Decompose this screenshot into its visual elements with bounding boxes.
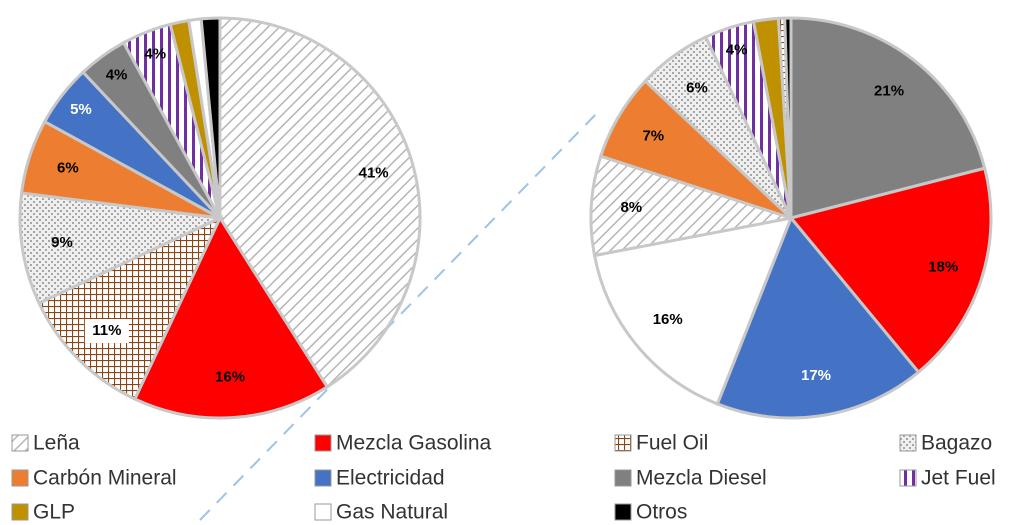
- legend-swatch: [314, 434, 332, 452]
- pie-slice: [199, 16, 222, 219]
- legend-swatch: [614, 434, 632, 452]
- pie-slice: [592, 216, 794, 406]
- data-label: 11%: [92, 322, 121, 339]
- legend-swatch: [11, 434, 29, 452]
- legend-swatch: [314, 469, 332, 487]
- data-label: 4%: [726, 42, 748, 59]
- legend-label: Bagazo: [921, 432, 992, 455]
- legend-swatch: [899, 469, 917, 487]
- legend-label: Carbón Mineral: [33, 467, 177, 490]
- pie-slice: [715, 215, 921, 420]
- data-label: 18%: [928, 258, 958, 275]
- data-label: 41%: [359, 164, 389, 181]
- legend-label: GLP: [33, 501, 75, 524]
- legend-label: Otros: [636, 501, 687, 524]
- legend-label: Fuel Oil: [636, 432, 708, 455]
- data-label: 7%: [642, 128, 664, 145]
- data-label: 6%: [57, 160, 79, 177]
- data-label: 16%: [653, 311, 683, 328]
- data-label: 4%: [144, 45, 166, 62]
- legend-swatch: [899, 434, 917, 452]
- data-label: 8%: [620, 199, 642, 216]
- legend-label: Gas Natural: [336, 501, 448, 524]
- legend-swatch: [614, 503, 632, 521]
- label-box: [84, 319, 129, 344]
- legend-swatch: [614, 469, 632, 487]
- legend-swatch: [314, 503, 332, 521]
- pie-slice: [783, 16, 793, 219]
- legend-swatch: [11, 469, 29, 487]
- legend-label: Jet Fuel: [921, 467, 996, 490]
- legend-swatch: [11, 503, 29, 521]
- data-label: 5%: [70, 101, 92, 118]
- legend-label: Mezcla Diesel: [636, 467, 767, 490]
- legend-label: Mezcla Gasolina: [336, 432, 492, 455]
- pie-slice: [37, 214, 224, 401]
- pie-slice: [589, 154, 792, 258]
- legend-label: Electricidad: [336, 467, 445, 490]
- pie-slice: [788, 166, 993, 375]
- pie-slice: [132, 214, 330, 420]
- data-label: 16%: [215, 369, 245, 386]
- data-label: 9%: [51, 234, 73, 251]
- data-label: 21%: [874, 83, 904, 100]
- legend-label: Leña: [33, 432, 80, 455]
- data-label: 6%: [686, 80, 708, 97]
- data-label: 17%: [801, 367, 831, 384]
- pie-slice: [18, 191, 226, 306]
- pie-slice: [789, 16, 987, 220]
- data-label: 4%: [106, 67, 128, 84]
